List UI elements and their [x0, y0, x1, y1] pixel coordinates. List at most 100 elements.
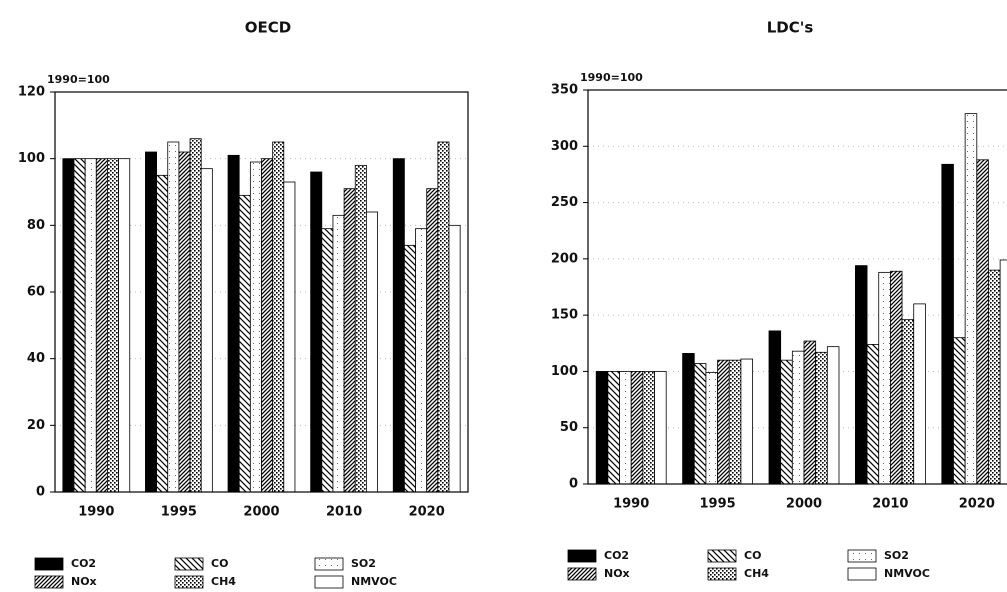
bar: [878, 271, 891, 485]
y-tick-label: 350: [551, 83, 578, 98]
y-axis-label: 1990=100: [47, 73, 110, 86]
bar: [283, 181, 296, 493]
bar: [619, 371, 632, 485]
bar: [630, 371, 644, 485]
legend-label: CO: [211, 557, 228, 570]
bar: [976, 159, 989, 485]
y-tick-label: 40: [27, 351, 45, 366]
legend-label: NMVOC: [351, 575, 397, 588]
bar: [272, 141, 285, 493]
legend-label: NOx: [604, 567, 630, 580]
bar: [964, 113, 978, 485]
legend-label: CH4: [744, 567, 769, 580]
bar: [366, 211, 378, 493]
bar: [815, 351, 828, 485]
legend-label: CO2: [71, 557, 96, 570]
bar: [354, 164, 367, 493]
y-tick-label: 80: [27, 218, 45, 233]
bar: [437, 141, 450, 493]
legend-label: CO2: [604, 549, 629, 562]
y-tick-label: 20: [27, 418, 45, 433]
bar: [167, 141, 180, 493]
x-tick-label: 1990: [78, 505, 114, 520]
bar: [654, 371, 667, 485]
chart-title: LDC's: [767, 19, 814, 37]
y-tick-label: 200: [551, 251, 578, 266]
bar: [156, 174, 169, 493]
y-tick-label: 50: [560, 420, 578, 435]
bar: [791, 350, 805, 485]
y-axis-label: 1990=100: [580, 71, 643, 84]
bar: [200, 168, 213, 493]
legend-swatch: [567, 567, 597, 581]
y-tick-label: 60: [27, 285, 45, 300]
bar: [178, 151, 191, 493]
legend-swatch: [847, 567, 877, 581]
bar: [62, 158, 75, 493]
legend-label: NMVOC: [884, 567, 930, 580]
y-tick-label: 100: [18, 151, 45, 166]
legend-swatch: [314, 575, 344, 589]
legend-swatch: [314, 557, 344, 571]
bar: [607, 371, 620, 485]
bar: [866, 344, 880, 485]
bar: [332, 214, 345, 493]
y-tick-label: 120: [18, 85, 45, 100]
legend-swatch: [707, 549, 737, 563]
bar: [238, 194, 251, 493]
bar: [717, 359, 730, 485]
bar: [901, 319, 915, 485]
legend-swatch: [34, 557, 64, 571]
bar: [705, 372, 718, 485]
x-tick-label: 1990: [613, 497, 649, 512]
bar: [415, 228, 428, 493]
legend-swatch: [34, 575, 64, 589]
legend-swatch: [174, 557, 204, 571]
bar: [189, 138, 202, 493]
bar: [261, 158, 274, 493]
bar: [73, 158, 86, 493]
bar: [310, 171, 323, 493]
bar: [682, 353, 695, 485]
bar: [890, 270, 903, 485]
bar: [227, 154, 240, 493]
y-tick-label: 100: [551, 364, 578, 379]
x-tick-label: 2020: [409, 505, 445, 520]
bar: [343, 188, 356, 493]
bar: [426, 188, 439, 493]
x-tick-label: 1995: [700, 497, 736, 512]
x-tick-label: 2010: [326, 505, 362, 520]
legend-swatch: [707, 567, 737, 581]
bar: [728, 359, 742, 485]
legend-label: SO2: [884, 549, 909, 562]
bar: [999, 259, 1007, 485]
bar: [913, 303, 926, 485]
bar: [107, 158, 120, 493]
legend-label: SO2: [351, 557, 376, 570]
y-tick-label: 150: [551, 308, 578, 323]
y-tick-label: 0: [569, 477, 578, 492]
legend-swatch: [847, 549, 877, 563]
bar: [118, 158, 131, 493]
bar: [403, 244, 416, 493]
legend-label: NOx: [71, 575, 97, 588]
bar: [448, 224, 461, 493]
x-tick-label: 2010: [872, 497, 908, 512]
legend-swatch: [567, 549, 597, 563]
x-tick-label: 2000: [786, 497, 822, 512]
bar: [803, 340, 817, 485]
bar: [693, 363, 707, 485]
x-tick-label: 1995: [161, 505, 197, 520]
bar: [768, 330, 782, 485]
plot-frame: [587, 89, 1007, 485]
bar: [988, 269, 1001, 485]
bar: [953, 337, 966, 485]
x-tick-label: 2020: [959, 497, 995, 512]
bar: [826, 346, 840, 485]
bar: [321, 228, 334, 493]
legend-label: CH4: [211, 575, 236, 588]
plot-frame: [54, 91, 469, 493]
legend-label: CO: [744, 549, 761, 562]
